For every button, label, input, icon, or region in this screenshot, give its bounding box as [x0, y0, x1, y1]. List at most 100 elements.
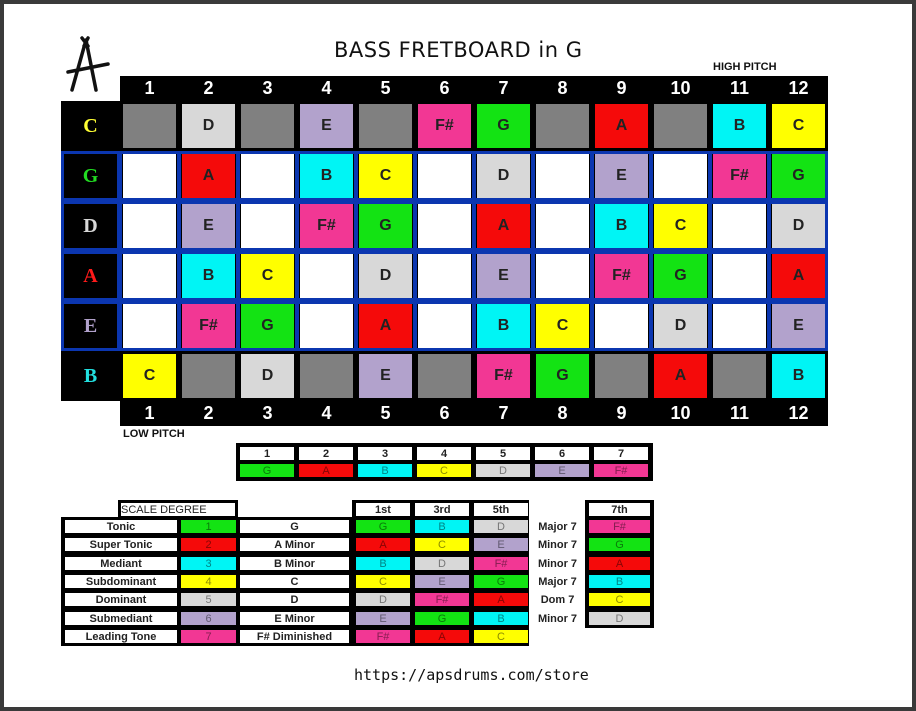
degree-name: Tonic: [65, 520, 177, 533]
triad-header: 1st: [356, 503, 410, 516]
chord-note: F#: [474, 556, 528, 570]
fret-note: [536, 254, 589, 298]
fret-frame: [120, 301, 179, 351]
fret-note: E: [300, 104, 353, 148]
fret-frame: [592, 201, 651, 251]
fret-note: D: [477, 154, 530, 198]
fret-frame: [533, 301, 592, 351]
fret-frame: [769, 251, 828, 301]
fret-note: E: [772, 304, 825, 348]
string-label-frame: [61, 301, 120, 351]
fret-note: [654, 104, 707, 148]
fret-note: B: [772, 354, 825, 398]
fret-note: D: [359, 254, 412, 298]
degree-number: 6: [181, 611, 236, 625]
fret-note: C: [123, 354, 176, 398]
fret-number: 3: [262, 78, 273, 98]
fret-note: D: [182, 104, 235, 148]
fret-number: 6: [439, 403, 450, 423]
fret-note: [713, 204, 766, 248]
scale-note: F#: [594, 464, 648, 477]
fret-number: 1: [144, 78, 155, 98]
chord-note: C: [474, 629, 528, 643]
fret-note: C: [359, 154, 412, 198]
fret-frame: [533, 201, 592, 251]
fret-number: 12: [788, 403, 809, 423]
fret-frame: [415, 251, 474, 301]
fret-note: [182, 354, 235, 398]
fret-number: 12: [788, 78, 809, 98]
fret-frame: [120, 251, 179, 301]
fret-note: [418, 254, 471, 298]
fret-note: D: [772, 204, 825, 248]
fret-note: [123, 304, 176, 348]
degree-number: 3: [181, 556, 236, 570]
chord-name: E Minor: [240, 611, 349, 625]
fret-frame: [474, 301, 533, 351]
fret-note: G: [772, 154, 825, 198]
fret-note: [300, 254, 353, 298]
fret-frame: [238, 201, 297, 251]
fret-note: D: [241, 354, 294, 398]
fret-frame: [651, 301, 710, 351]
fret-number: 9: [616, 403, 627, 423]
chord-note: D: [474, 520, 528, 533]
fret-note: C: [772, 104, 825, 148]
fret-frame: [651, 251, 710, 301]
seventh-type: Major 7: [538, 521, 577, 533]
fret-frame: [415, 201, 474, 251]
fret-number: 2: [203, 78, 214, 98]
fret-note: C: [536, 304, 589, 348]
fret-frame: [120, 201, 179, 251]
scale-note: C: [417, 464, 471, 477]
scale-note: D: [476, 464, 530, 477]
fret-number: 8: [557, 78, 568, 98]
fret-frame: [356, 251, 415, 301]
fret-frame: [356, 201, 415, 251]
aps-logo: [66, 36, 110, 92]
fret-numbers-top: 1 2 3 4 5 6 7 8 9 10 11 12: [120, 76, 828, 101]
fret-number: 1: [144, 403, 155, 423]
chord-note: E: [474, 538, 528, 552]
fret-frame: [415, 301, 474, 351]
chord-name: A Minor: [240, 538, 349, 552]
fret-number: 2: [203, 403, 214, 423]
seventh-note: F#: [589, 520, 650, 533]
fret-note: F#: [182, 304, 235, 348]
fret-note: [123, 204, 176, 248]
fret-note: C: [241, 254, 294, 298]
store-url[interactable]: https://apsdrums.com/store: [354, 666, 589, 684]
fret-frame: [533, 151, 592, 201]
fret-frame: [710, 251, 769, 301]
seventh-type: Minor 7: [537, 557, 578, 570]
string-label-C: C: [61, 101, 120, 151]
fret-frame: [179, 201, 238, 251]
chord-note: G: [415, 611, 469, 625]
fret-note: F#: [418, 104, 471, 148]
fret-note: A: [654, 354, 707, 398]
degree-number: 2: [181, 538, 236, 552]
chord-note: A: [356, 538, 410, 552]
fret-frame: [356, 151, 415, 201]
fret-frame: [238, 301, 297, 351]
fret-number: 10: [670, 403, 691, 423]
degree-name: Subdominant: [65, 574, 177, 588]
fret-note: [536, 104, 589, 148]
fret-frame: [297, 301, 356, 351]
fret-frame: [474, 201, 533, 251]
fret-note: [300, 354, 353, 398]
fret-note: A: [359, 304, 412, 348]
low-pitch-label: LOW PITCH: [123, 428, 185, 440]
triad-header: 3rd: [415, 503, 469, 516]
fret-note: [123, 104, 176, 148]
fret-number: 9: [616, 78, 627, 98]
fret-note: E: [359, 354, 412, 398]
fret-note: [418, 204, 471, 248]
scale-degree: 7: [594, 447, 648, 460]
fret-frame: [592, 251, 651, 301]
seventh-type: Major 7: [538, 575, 577, 588]
fret-note: B: [477, 304, 530, 348]
degree-number: 1: [181, 520, 236, 533]
fret-number: 5: [380, 403, 391, 423]
seventh-type: Minor 7: [537, 612, 578, 625]
